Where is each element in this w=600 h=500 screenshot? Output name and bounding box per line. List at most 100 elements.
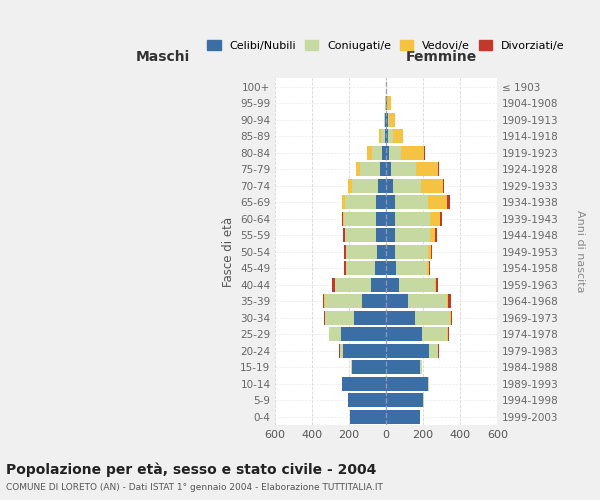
Bar	[353, 311, 386, 325]
Bar	[325, 311, 353, 325]
Bar	[386, 344, 429, 358]
Bar	[429, 344, 438, 358]
Bar	[388, 96, 391, 110]
Bar	[343, 212, 344, 226]
Bar	[344, 244, 346, 259]
Bar	[395, 228, 430, 242]
Bar	[391, 162, 416, 176]
Bar	[348, 178, 352, 192]
Bar	[386, 377, 428, 391]
Bar	[386, 311, 415, 325]
Bar	[386, 294, 409, 308]
Bar	[396, 261, 427, 276]
Text: Maschi: Maschi	[136, 50, 190, 64]
Bar	[395, 244, 428, 259]
Legend: Celibi/Nubili, Coniugati/e, Vedovi/e, Divorziati/e: Celibi/Nubili, Coniugati/e, Vedovi/e, Di…	[203, 36, 569, 55]
Bar	[348, 394, 386, 407]
Bar	[386, 410, 421, 424]
Bar	[335, 278, 371, 292]
Bar	[323, 294, 325, 308]
Bar	[386, 278, 399, 292]
Y-axis label: Fasce di età: Fasce di età	[221, 216, 235, 287]
Bar	[386, 328, 422, 342]
Bar	[379, 129, 381, 143]
Bar	[380, 162, 386, 176]
Bar	[435, 228, 437, 242]
Bar	[386, 178, 392, 192]
Bar	[323, 311, 325, 325]
Bar	[382, 146, 386, 160]
Bar	[431, 244, 433, 259]
Bar	[416, 162, 438, 176]
Bar	[367, 146, 372, 160]
Bar	[352, 178, 377, 192]
Bar	[389, 146, 401, 160]
Bar	[376, 228, 386, 242]
Bar	[448, 328, 449, 342]
Bar	[386, 244, 395, 259]
Bar	[343, 195, 345, 209]
Bar	[376, 212, 386, 226]
Bar	[388, 129, 393, 143]
Bar	[371, 278, 386, 292]
Bar	[386, 146, 389, 160]
Bar	[329, 328, 341, 342]
Bar	[438, 162, 439, 176]
Bar	[376, 195, 386, 209]
Bar	[341, 328, 386, 342]
Bar	[448, 294, 451, 308]
Bar	[350, 410, 386, 424]
Bar	[344, 212, 376, 226]
Bar	[440, 212, 442, 226]
Bar	[386, 261, 396, 276]
Bar	[409, 294, 447, 308]
Bar	[395, 195, 428, 209]
Bar	[377, 244, 386, 259]
Text: Femmine: Femmine	[406, 50, 478, 64]
Bar	[388, 112, 389, 126]
Bar	[362, 294, 386, 308]
Bar	[343, 228, 344, 242]
Bar	[393, 129, 403, 143]
Bar	[422, 328, 447, 342]
Bar	[351, 360, 352, 374]
Text: COMUNE DI LORETO (AN) - Dati ISTAT 1° gennaio 2004 - Elaborazione TUTTITALIA.IT: COMUNE DI LORETO (AN) - Dati ISTAT 1° ge…	[6, 482, 383, 492]
Bar	[435, 278, 436, 292]
Bar	[386, 129, 388, 143]
Y-axis label: Anni di nascita: Anni di nascita	[575, 210, 585, 293]
Bar	[392, 178, 421, 192]
Bar	[345, 228, 376, 242]
Bar	[332, 278, 335, 292]
Bar	[386, 195, 395, 209]
Bar	[421, 360, 422, 374]
Bar	[381, 129, 385, 143]
Bar	[430, 212, 440, 226]
Bar	[389, 112, 395, 126]
Bar	[424, 146, 425, 160]
Bar	[428, 244, 431, 259]
Bar	[386, 162, 391, 176]
Bar	[343, 344, 386, 358]
Bar	[372, 146, 382, 160]
Bar	[395, 212, 430, 226]
Bar	[428, 195, 447, 209]
Bar	[428, 377, 429, 391]
Bar	[386, 112, 388, 126]
Bar	[352, 360, 386, 374]
Bar	[346, 261, 375, 276]
Bar	[386, 212, 395, 226]
Bar	[344, 261, 346, 276]
Bar	[401, 146, 424, 160]
Bar	[451, 311, 452, 325]
Text: Popolazione per età, sesso e stato civile - 2004: Popolazione per età, sesso e stato civil…	[6, 462, 376, 477]
Bar	[386, 360, 421, 374]
Bar	[325, 294, 362, 308]
Bar	[386, 228, 395, 242]
Bar	[430, 228, 435, 242]
Bar	[421, 178, 443, 192]
Bar	[375, 261, 386, 276]
Bar	[415, 311, 450, 325]
Bar	[360, 162, 380, 176]
Bar	[385, 129, 386, 143]
Bar	[427, 261, 429, 276]
